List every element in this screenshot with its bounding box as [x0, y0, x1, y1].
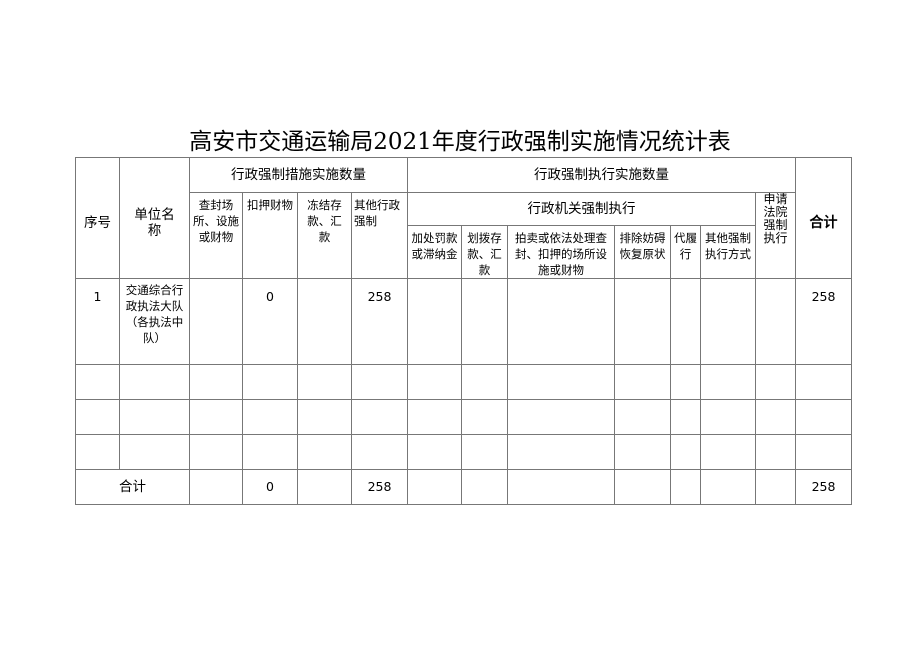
header-admin-fine: 加处罚款或滞纳金 — [407, 225, 462, 279]
cell — [614, 469, 671, 505]
cell — [189, 469, 243, 505]
cell — [507, 278, 615, 365]
cell — [461, 278, 508, 365]
header-measure-seize: 扣押财物 — [242, 192, 298, 279]
cell — [700, 469, 756, 505]
header-unit-label: 单位名称 — [134, 206, 175, 239]
empty-row — [75, 364, 852, 400]
header-measure-seal: 查封场所、设施或财物 — [189, 192, 243, 279]
header-enforcement: 行政强制执行实施数量 — [407, 157, 796, 193]
empty-row — [75, 399, 852, 435]
header-admin-restore: 排除妨碍恢复原状 — [614, 225, 671, 279]
header-admin-enforcement: 行政机关强制执行 — [407, 192, 756, 226]
cell — [614, 278, 671, 365]
cell — [297, 278, 352, 365]
cell: 258 — [351, 469, 408, 505]
footer-label: 合计 — [75, 469, 190, 505]
footer-row: 合计 0 258 258 — [75, 469, 852, 505]
cell — [700, 278, 756, 365]
cell — [407, 278, 462, 365]
cell — [507, 469, 615, 505]
cell: 258 — [351, 278, 408, 365]
header-unit: 单位名称 — [119, 157, 190, 279]
cell — [755, 278, 796, 365]
header-total: 合计 — [795, 157, 852, 279]
table-row: 1 交通综合行政执法大队（各执法中队） 0 258 258 — [75, 278, 852, 365]
cell — [670, 469, 701, 505]
cell — [461, 469, 508, 505]
empty-row — [75, 434, 852, 470]
header-seq: 序号 — [75, 157, 120, 279]
cell — [407, 469, 462, 505]
footer-total: 258 — [795, 469, 852, 505]
header-admin-transfer: 划拨存款、汇款 — [461, 225, 508, 279]
cell — [755, 469, 796, 505]
cell — [189, 278, 243, 365]
header-measures: 行政强制措施实施数量 — [189, 157, 408, 193]
header-admin-other: 其他强制执行方式 — [700, 225, 756, 279]
cell — [297, 469, 352, 505]
header-admin-auction: 拍卖或依法处理查封、扣押的场所设施或财物 — [507, 225, 615, 279]
statistics-table: 序号 单位名称 行政强制措施实施数量 行政强制执行实施数量 合计 查封场所、设施… — [75, 157, 852, 505]
header-admin-substitute: 代履行 — [670, 225, 701, 279]
cell-unit: 交通综合行政执法大队（各执法中队） — [119, 278, 190, 365]
cell: 0 — [242, 469, 298, 505]
cell-total: 258 — [795, 278, 852, 365]
header-measure-other: 其他行政强制 — [351, 192, 408, 279]
header-measure-freeze: 冻结存款、汇款 — [297, 192, 352, 279]
header-court-enforcement: 申请法院强制执行 — [755, 192, 796, 279]
cell-seq: 1 — [75, 278, 120, 365]
page-title: 高安市交通运输局2021年度行政强制实施情况统计表 — [189, 129, 731, 155]
cell: 0 — [242, 278, 298, 365]
cell — [670, 278, 701, 365]
